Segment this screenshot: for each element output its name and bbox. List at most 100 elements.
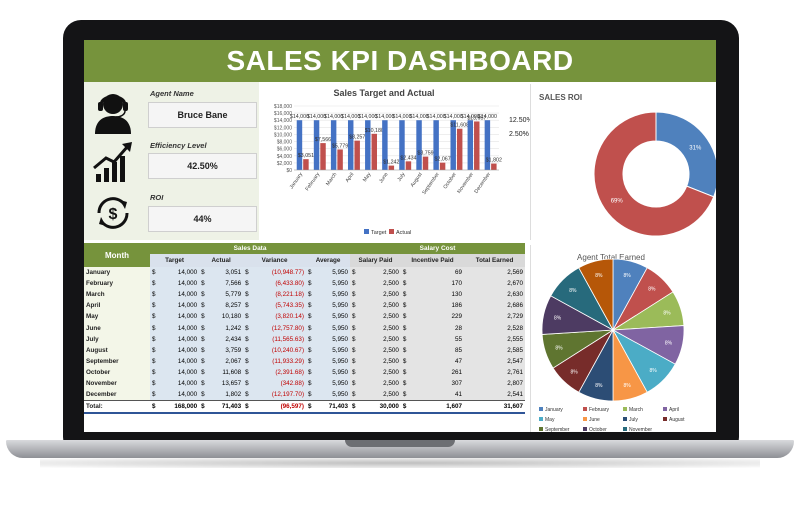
target-data-label: $14,000 xyxy=(341,114,360,120)
target-bar xyxy=(484,120,491,170)
actual-bar xyxy=(405,161,412,170)
average-cell: 5,950 xyxy=(316,300,351,312)
currency-cell: $ xyxy=(243,333,254,345)
y-tick-label: $12,000 xyxy=(274,125,292,131)
month-cell: Total: xyxy=(84,400,150,415)
actual-bar xyxy=(491,163,497,170)
currency-cell: $ xyxy=(400,322,411,334)
month-cell: March xyxy=(84,289,150,301)
currency-cell: $ xyxy=(150,300,160,312)
actual-data-label: $2,067 xyxy=(434,157,450,163)
currency-cell: $ xyxy=(199,377,210,390)
average-cell: 5,950 xyxy=(316,389,351,401)
actual-bar xyxy=(439,162,446,170)
actual-data-label: $11,608 xyxy=(450,123,469,129)
sales-table-panel: Month Sales Data Salary Cost Target Actua… xyxy=(84,243,525,432)
currency-cell: $ xyxy=(400,344,411,356)
col-header-salary-paid: Salary Paid xyxy=(350,254,401,267)
roi-field: 44% xyxy=(148,206,257,232)
incentive-cell: 229 xyxy=(410,311,465,323)
currency-cell: $ xyxy=(243,344,254,356)
target-cell: 14,000 xyxy=(160,389,200,401)
currency-cell: $ xyxy=(150,377,160,390)
currency-cell: $ xyxy=(306,322,317,334)
pie-chart-title: Agent Total Earned xyxy=(577,253,645,262)
currency-cell: $ xyxy=(243,389,254,401)
average-cell: 5,950 xyxy=(316,267,351,279)
roi-chart-title: SALES ROI xyxy=(539,93,583,102)
pie-slice xyxy=(578,258,614,331)
y-tick-label: $18,000 xyxy=(274,104,292,110)
total-earned-cell: 2,670 xyxy=(464,278,525,290)
target-cell: 14,000 xyxy=(160,366,200,378)
pie-legend-swatch xyxy=(623,427,627,431)
legend-actual-label: Actual xyxy=(396,230,411,236)
incentive-cell: 130 xyxy=(410,289,465,301)
actual-cell: 3,051 xyxy=(209,267,244,279)
table-row: December $14,000 $1,802 $ (12,197.70) $5,950 $… xyxy=(84,389,525,401)
target-data-label: $14,000 xyxy=(290,114,309,120)
actual-bar xyxy=(474,121,480,170)
actual-cell: 1,802 xyxy=(209,389,244,401)
pie-legend-label: May xyxy=(545,417,555,423)
salary-cell: 2,500 xyxy=(360,300,401,312)
target-data-label: $14,000 xyxy=(427,114,446,120)
variance-cell: (11,933.29) xyxy=(253,355,307,367)
col-header-target: Target xyxy=(150,254,200,267)
currency-cell: $ xyxy=(199,389,210,401)
sales-target-actual-chart: Sales Target and Actual $0 $2,000 $4,000 $6… xyxy=(261,84,507,240)
pie-legend-swatch xyxy=(539,427,543,431)
variance-cell: (342.88) xyxy=(253,377,307,390)
bar-chart-title: Sales Target and Actual xyxy=(333,88,435,98)
currency-cell: $ xyxy=(199,355,210,367)
actual-bar xyxy=(388,165,395,170)
currency-cell: $ xyxy=(150,366,160,378)
table-row: January $14,000 $3,051 $ (10,948.77) $5,950 $2… xyxy=(84,267,525,279)
salary-cell: 2,500 xyxy=(360,267,401,279)
salary-cell: 2,500 xyxy=(360,322,401,334)
pie-slice-label: 8% xyxy=(555,346,563,352)
currency-cell: $ xyxy=(199,300,210,312)
currency-cell: $ xyxy=(350,300,361,312)
target-data-label: $14,000 xyxy=(461,114,480,120)
actual-data-label: $2,434 xyxy=(400,155,416,161)
month-header: Month xyxy=(84,243,150,267)
currency-cell: $ xyxy=(306,366,317,378)
salary-cost-group: Salary Cost xyxy=(350,243,525,254)
actual-cell: 13,657 xyxy=(209,377,244,390)
agent-name-field: Bruce Bane xyxy=(148,102,257,128)
laptop-shadow xyxy=(40,458,760,468)
currency-cell: $ xyxy=(199,400,210,415)
variance-cell: (6,433.80) xyxy=(253,278,307,290)
currency-cell: $ xyxy=(243,322,254,334)
incentive-cell: 261 xyxy=(410,366,465,378)
currency-cell: $ xyxy=(306,400,317,415)
y-tick-label: $8,000 xyxy=(277,140,293,146)
average-cell: 5,950 xyxy=(316,344,351,356)
currency-cell: $ xyxy=(199,333,210,345)
headset-agent-icon xyxy=(95,94,131,134)
month-cell: July xyxy=(84,333,150,345)
average-cell: 5,950 xyxy=(316,322,351,334)
x-tick-label: January xyxy=(289,171,305,190)
currency-cell: $ xyxy=(150,322,160,334)
currency-cell: $ xyxy=(150,267,160,279)
pie-slice-label: 8% xyxy=(554,316,562,322)
incentive-cell: 55 xyxy=(410,333,465,345)
salary-cell: 30,000 xyxy=(360,400,401,415)
currency-cell: $ xyxy=(199,322,210,334)
month-cell: December xyxy=(84,389,150,401)
roi-slice xyxy=(593,111,715,237)
target-data-label: $14,000 xyxy=(409,114,428,120)
currency-cell: $ xyxy=(306,377,317,390)
variance-cell: (96,597) xyxy=(253,400,307,415)
currency-cell: $ xyxy=(400,278,411,290)
average-cell: 5,950 xyxy=(316,333,351,345)
currency-cell: $ xyxy=(400,377,411,390)
pie-legend-label: October xyxy=(589,427,607,432)
table-row: November $14,000 $13,657 $ (342.88) $5,950 $2,… xyxy=(84,377,525,390)
y-tick-label: $2,000 xyxy=(277,161,293,167)
target-cell: 14,000 xyxy=(160,289,200,301)
salary-cell: 2,500 xyxy=(360,344,401,356)
dashboard-screen: SALES KPI DASHBOARD $ Agent Name Bruce xyxy=(84,40,716,432)
